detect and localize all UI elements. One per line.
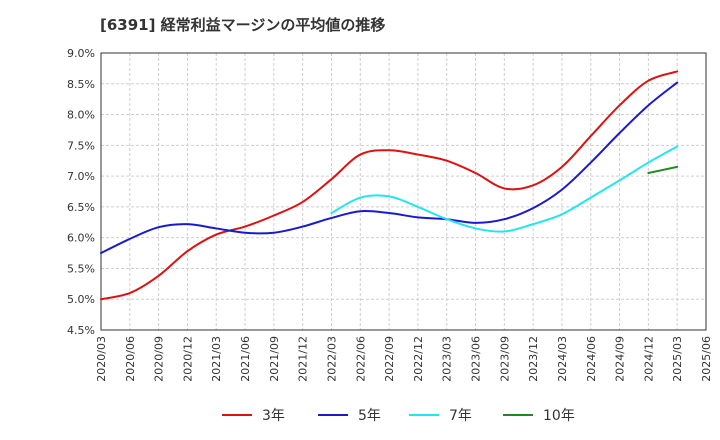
- legend-label: 3年: [262, 408, 285, 424]
- legend-label: 7年: [449, 408, 472, 424]
- x-tick-label: 2021/03: [210, 336, 223, 382]
- x-tick-label: 2022/06: [354, 336, 367, 382]
- y-tick-label: 4.5%: [67, 324, 95, 337]
- x-tick-label: 2020/09: [153, 336, 166, 382]
- legend-swatch: [409, 414, 439, 416]
- y-tick-label: 6.5%: [67, 201, 95, 214]
- plot-area: [101, 53, 706, 330]
- legend-swatch: [503, 414, 533, 416]
- y-tick-label: 6.0%: [67, 232, 95, 245]
- x-tick-label: 2025/06: [700, 336, 713, 382]
- x-tick-label: 2020/12: [181, 336, 194, 382]
- legend-item: 7年: [409, 402, 472, 428]
- y-tick-label: 5.0%: [67, 293, 95, 306]
- legend-item: 5年: [318, 402, 381, 428]
- y-tick-label: 9.0%: [67, 47, 95, 60]
- x-tick-label: 2024/09: [614, 336, 627, 382]
- x-tick-label: 2023/03: [441, 336, 454, 382]
- chart-title: [6391] 経常利益マージンの平均値の推移: [100, 16, 386, 34]
- series-line-1: [100, 70, 679, 301]
- y-tick-label: 7.5%: [67, 139, 95, 152]
- legend-item: 10年: [503, 402, 575, 428]
- x-tick-label: 2023/09: [498, 336, 511, 382]
- y-tick-label: 5.5%: [67, 262, 95, 275]
- legend-item: 3年: [222, 402, 285, 428]
- x-tick-label: 2021/06: [239, 336, 252, 382]
- series-line-4: [647, 165, 679, 175]
- legend-label: 5年: [358, 408, 381, 424]
- x-tick-label: 2021/09: [268, 336, 281, 382]
- y-tick-label: 8.0%: [67, 109, 95, 122]
- legend-swatch: [318, 414, 348, 416]
- x-tick-label: 2021/12: [297, 336, 310, 382]
- plot-frame: [100, 52, 707, 331]
- x-tick-label: 2022/09: [383, 336, 396, 382]
- y-tick-label: 7.0%: [67, 170, 95, 183]
- x-tick-label: 2022/12: [412, 336, 425, 382]
- legend-swatch: [222, 414, 252, 416]
- x-tick-label: 2020/03: [95, 336, 108, 382]
- x-tick-label: 2024/06: [585, 336, 598, 382]
- x-tick-label: 2022/03: [325, 336, 338, 382]
- y-tick-label: 8.5%: [67, 78, 95, 91]
- legend-label: 10年: [543, 408, 575, 424]
- series-line-3: [330, 145, 679, 233]
- x-tick-label: 2023/06: [470, 336, 483, 382]
- x-tick-label: 2025/03: [671, 336, 684, 382]
- x-tick-label: 2023/12: [527, 336, 540, 382]
- x-tick-label: 2024/12: [642, 336, 655, 382]
- chart-legend: 3年 5年 7年 10年: [0, 402, 720, 428]
- x-tick-label: 2020/06: [124, 336, 137, 382]
- series-line-2: [100, 81, 679, 255]
- x-tick-label: 2024/03: [556, 336, 569, 382]
